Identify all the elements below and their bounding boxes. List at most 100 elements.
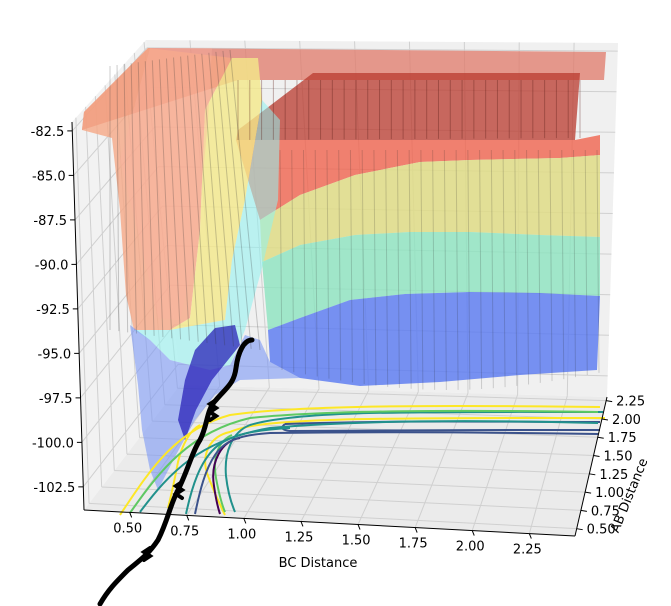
mesh-line <box>490 149 494 389</box>
mesh-line <box>180 56 199 342</box>
mesh-line <box>526 149 530 385</box>
x-axis-label: BC Distance <box>279 556 358 571</box>
mesh-line <box>385 149 389 387</box>
mesh-line <box>338 149 342 381</box>
mesh-line <box>279 149 283 371</box>
mesh-line <box>151 60 164 338</box>
x-tick-label: 1.50 <box>342 534 371 549</box>
surface-band-yellow <box>260 155 600 262</box>
grid-line <box>126 453 590 475</box>
grid-line <box>146 47 618 52</box>
mesh-line <box>326 149 330 379</box>
contour-level-6 <box>119 404 601 516</box>
grid-line <box>357 391 419 525</box>
surface-mesh <box>109 49 600 391</box>
x-tick-label: 1.25 <box>284 530 313 545</box>
y-tick-mark <box>585 491 592 494</box>
contour-level-7 <box>129 409 599 514</box>
z-tick-label: -102.5 <box>33 481 75 496</box>
y-tick-mark <box>606 400 613 403</box>
y-tick-label: 0.50 <box>587 523 616 538</box>
y-tick-label: 1.75 <box>608 431 637 446</box>
mesh-line <box>201 53 226 346</box>
mesh-line <box>514 149 518 386</box>
z-tick-label: -95.0 <box>38 347 72 362</box>
mesh-line <box>573 149 577 378</box>
y-tick-label: 0.75 <box>591 504 620 519</box>
mesh-line <box>187 55 208 343</box>
grid-line <box>114 470 586 493</box>
y-tick-mark <box>601 418 609 421</box>
x-axis-line <box>83 509 576 537</box>
grid-line <box>177 387 607 402</box>
x-tick-mark <box>357 524 361 530</box>
y-axis-line <box>574 396 608 537</box>
x-tick-label: 0.75 <box>170 524 199 539</box>
y-tick-label: 1.50 <box>604 450 633 465</box>
y-tick-label: 2.00 <box>612 413 641 428</box>
surface-left-wall <box>82 48 232 330</box>
x-tick-mark <box>186 515 190 521</box>
mesh-line <box>584 149 588 376</box>
surface-cyan-valley <box>134 100 280 370</box>
mesh-line <box>349 149 353 383</box>
mesh-line <box>479 149 483 390</box>
mesh-line <box>314 149 318 377</box>
reaction-trajectory <box>97 337 255 606</box>
y-tick-label: 1.00 <box>595 486 624 501</box>
x-tick-label: 0.50 <box>113 521 142 536</box>
z-tick-label: -90.0 <box>35 258 69 273</box>
y-tick-label: 2.25 <box>616 395 645 410</box>
mesh-line <box>596 149 600 373</box>
x-tick-label: 2.00 <box>456 540 485 555</box>
mesh-line <box>291 149 295 373</box>
y-tick-mark <box>580 509 587 512</box>
surface-pink-column <box>120 48 212 320</box>
mesh-line <box>502 149 506 388</box>
x-tick-mark <box>243 518 247 524</box>
mesh-line <box>123 64 129 333</box>
mesh-line <box>561 149 565 380</box>
grid-line <box>152 420 598 438</box>
mesh-line <box>455 149 459 390</box>
mesh-line <box>229 49 261 351</box>
x-tick-mark <box>471 530 475 536</box>
floor-pane <box>84 385 607 536</box>
contour-level-10 <box>185 427 291 515</box>
mesh-line <box>158 59 173 339</box>
mesh-line <box>432 149 436 390</box>
z-axis-ticks: -82.5 -85.0 -87.5 -90.0 -92.5 -95.0 -97.5 -100.… <box>31 125 84 496</box>
x-tick-label: 2.25 <box>513 543 542 558</box>
floor-contours <box>119 404 606 516</box>
mesh-line <box>144 61 155 336</box>
surface-band-cyan <box>262 232 600 330</box>
mesh-line <box>549 149 553 382</box>
energy-surface <box>82 48 606 490</box>
surface-yellow-ridge <box>170 58 262 330</box>
x-tick-mark <box>414 527 418 533</box>
z-tick-label: -82.5 <box>31 125 65 140</box>
mesh-line <box>537 149 541 383</box>
mesh-line <box>222 50 252 349</box>
grid-line <box>85 106 103 487</box>
mesh-line <box>215 51 243 348</box>
grid-line <box>243 388 320 519</box>
z-tick-label: -100.0 <box>32 436 74 451</box>
grid-line <box>75 117 90 504</box>
y-tick-mark <box>597 436 604 439</box>
mesh-line <box>137 62 146 335</box>
y-tick-mark <box>589 473 596 476</box>
contour-level-9 <box>194 431 599 515</box>
contour-level-8 <box>139 420 599 513</box>
surface-blue-valley <box>130 325 300 490</box>
axes-lines <box>71 121 608 537</box>
mesh-line <box>373 149 377 386</box>
surface-band-blue <box>268 292 600 386</box>
y-axis-ticks: 0.50 0.75 1.00 1.25 1.50 1.75 2.00 2.25 <box>576 395 645 538</box>
z-tick-label: -85.0 <box>32 169 66 184</box>
x-tick-label: 1.75 <box>399 537 428 552</box>
reaction-trajectory-wiggle <box>140 398 220 562</box>
surface-band-red <box>236 135 600 220</box>
grid-line <box>94 96 115 471</box>
